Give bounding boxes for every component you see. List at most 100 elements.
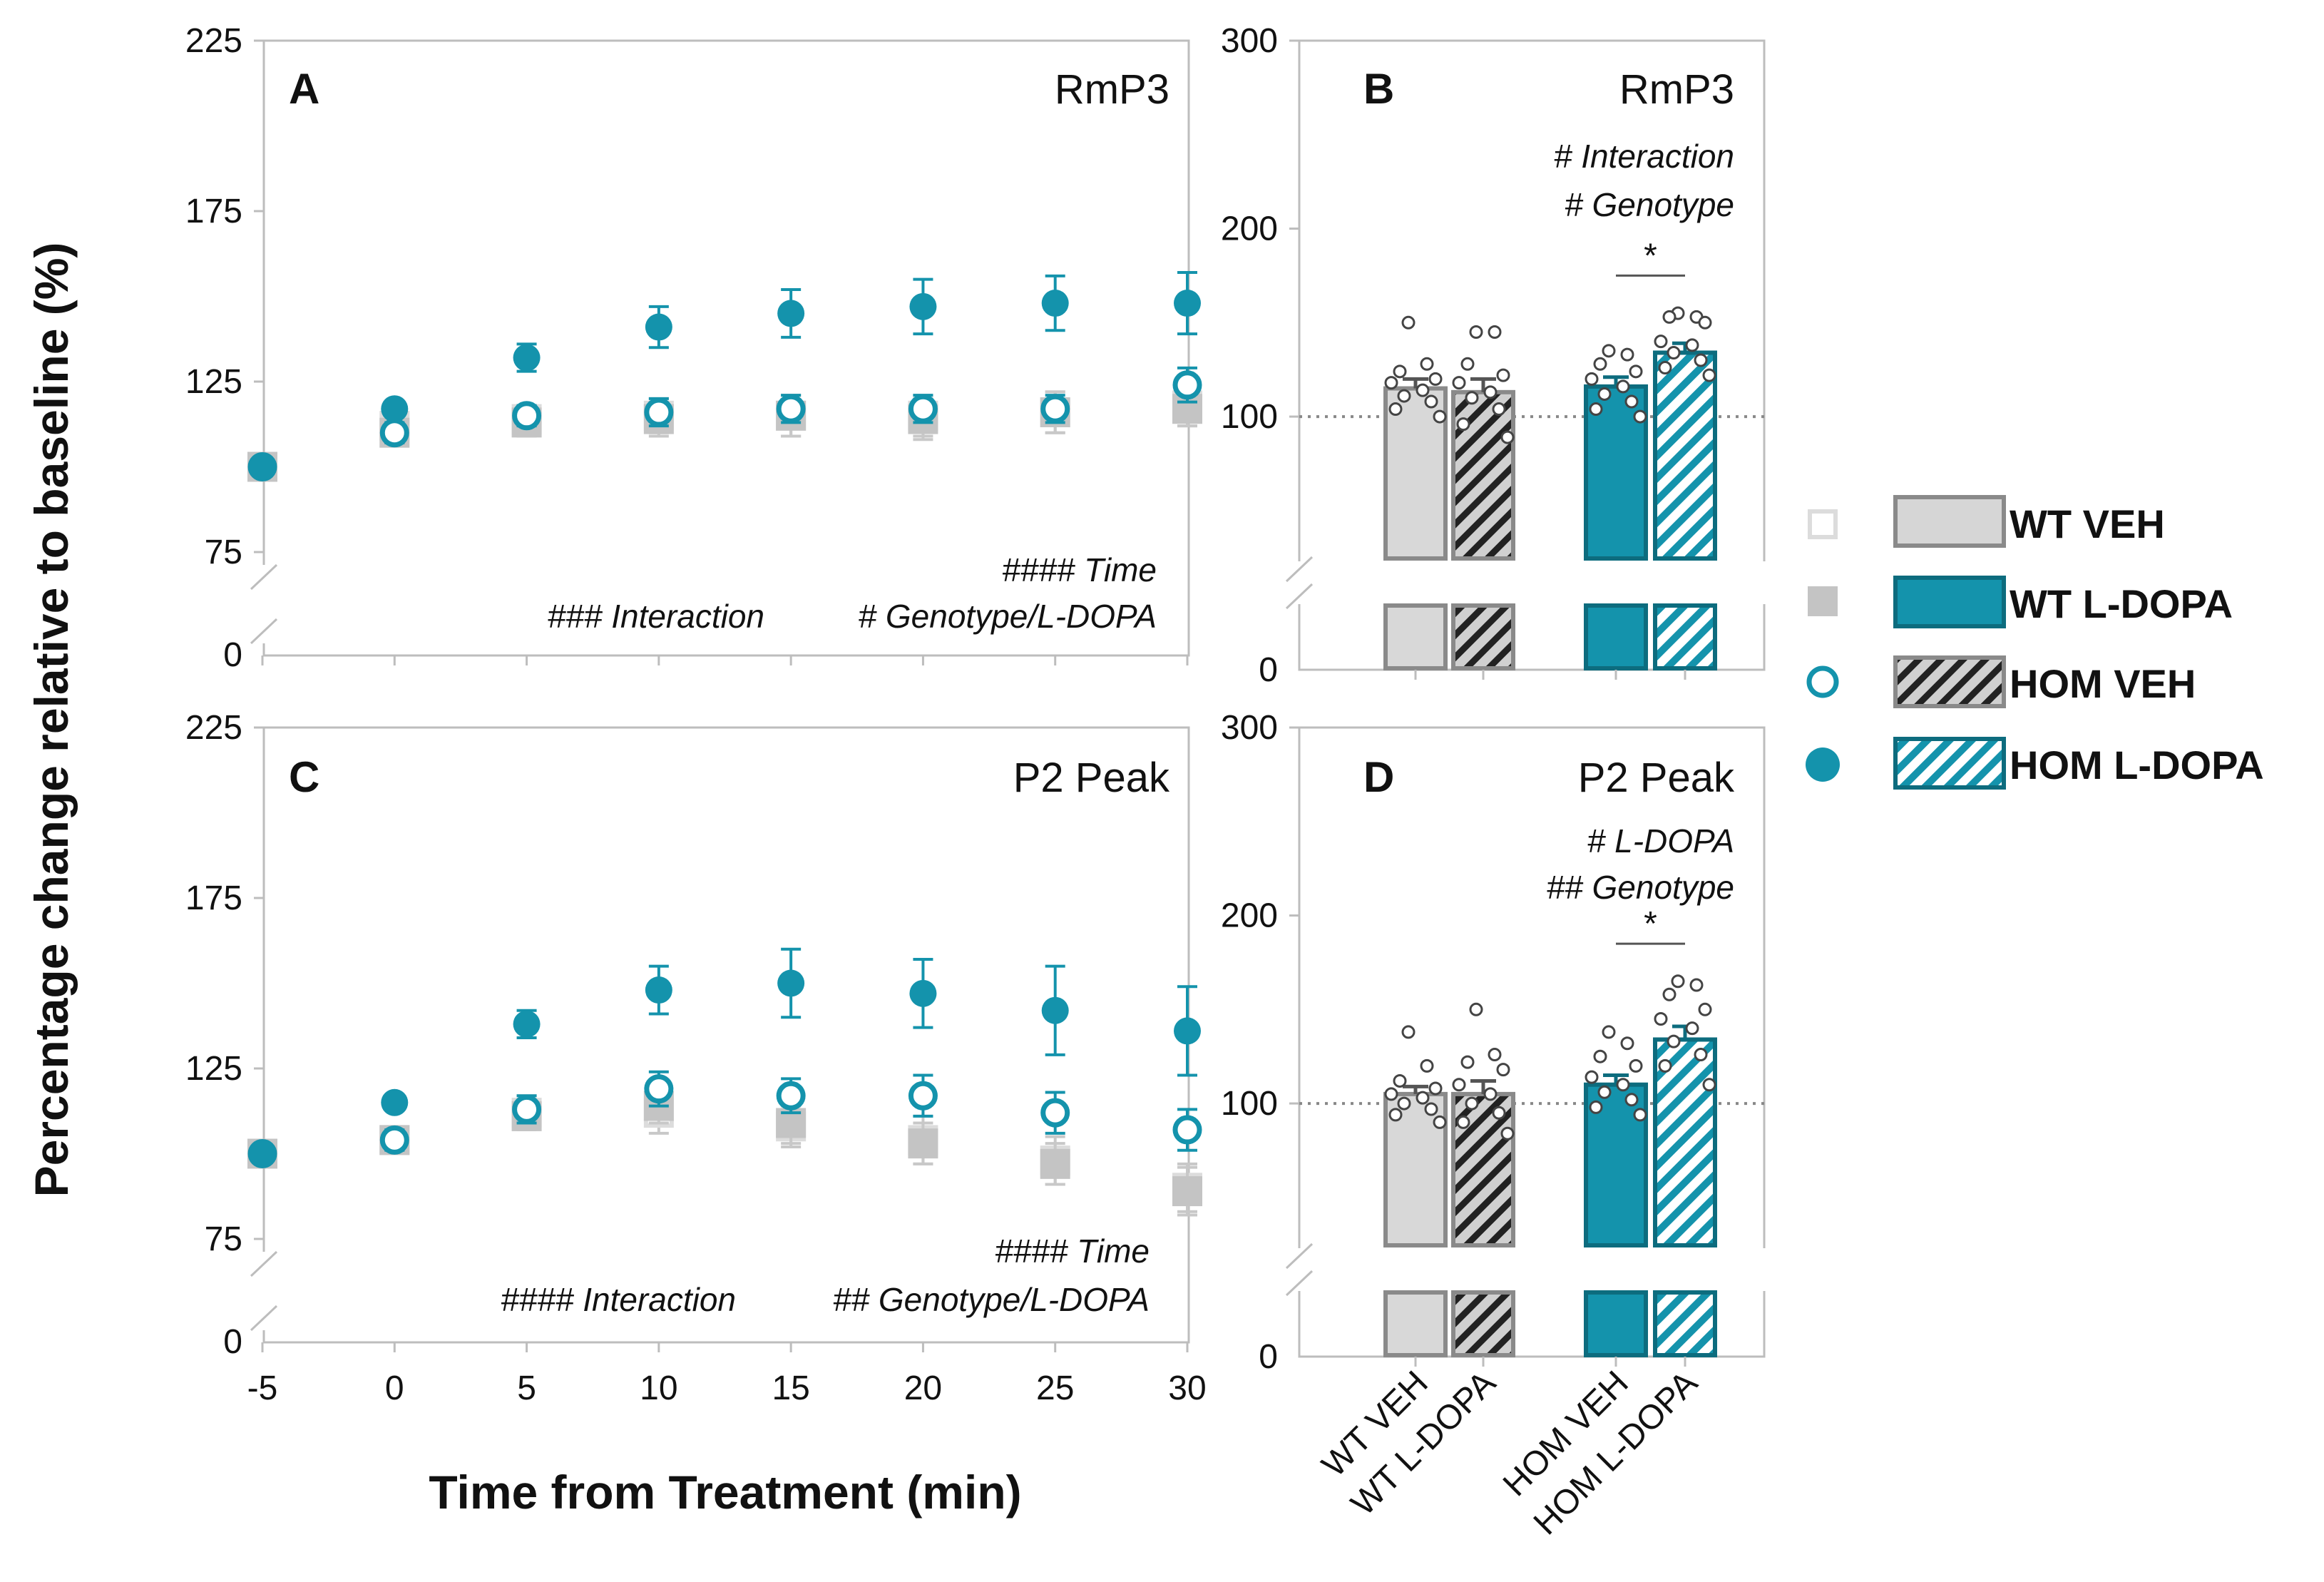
panel-b-data-point xyxy=(1616,379,1630,394)
panel-d-data-point xyxy=(1393,1073,1407,1088)
panel-a-point-open-circle xyxy=(908,394,938,424)
panel-d-data-point xyxy=(1597,1085,1612,1099)
panel-d-data-point xyxy=(1667,1034,1681,1048)
panel-d-data-point xyxy=(1698,1002,1712,1016)
panel-c-point-filled-square xyxy=(776,1108,807,1138)
panel-b-y-tick-label: 200 xyxy=(1221,210,1278,248)
panel-d-data-point xyxy=(1633,1108,1647,1122)
panel-b-data-point xyxy=(1416,383,1430,397)
panel-b-bar-lower xyxy=(1653,603,1717,670)
panel-b-frame xyxy=(1298,39,1766,671)
panel-a-point-filled-circle xyxy=(909,292,937,320)
panel-b-data-point xyxy=(1388,402,1403,417)
panel-b-data-point xyxy=(1694,353,1708,367)
panel-c-point-filled-circle xyxy=(909,979,937,1007)
panel-b-data-point xyxy=(1698,315,1712,330)
panel-d-data-point xyxy=(1397,1096,1411,1111)
panel-d-frame xyxy=(1298,726,1766,1358)
panel-c-letter: C xyxy=(289,753,319,801)
panel-d-letter: D xyxy=(1363,753,1394,801)
panel-b-axis-break-gap xyxy=(1294,561,1768,604)
panel-b-data-point xyxy=(1492,402,1506,417)
panel-d-stat-genotype: ## Genotype xyxy=(1547,869,1734,906)
panel-b-data-point xyxy=(1433,409,1447,424)
x-axis-label: Time from Treatment (min) xyxy=(429,1466,1021,1519)
panel-a-point-open-circle xyxy=(1172,370,1202,400)
panel-d-data-point xyxy=(1416,1091,1430,1105)
panel-d-data-point xyxy=(1401,1025,1416,1039)
panel-d-data-point xyxy=(1384,1087,1398,1101)
panel-d-bar-lower xyxy=(1383,1290,1448,1357)
panel-d-data-point xyxy=(1388,1108,1403,1122)
panel-d-data-point xyxy=(1585,1070,1599,1084)
panel-d-data-point xyxy=(1456,1115,1470,1129)
panel-c-point-filled-square xyxy=(1040,1148,1070,1179)
panel-a-frame xyxy=(262,39,1190,657)
panel-c-point-filled-circle xyxy=(1041,996,1069,1024)
panel-c-y-tick-label: 225 xyxy=(185,709,242,747)
panel-d-data-point xyxy=(1694,1048,1708,1062)
panel-d-data-point xyxy=(1420,1058,1434,1073)
panel-c-point-open-circle xyxy=(1040,1098,1070,1128)
panel-c-x-tick-label: 20 xyxy=(904,1369,942,1407)
panel-d-data-point xyxy=(1702,1078,1716,1092)
panel-a-y-tick-label: 175 xyxy=(185,193,242,230)
panel-b-stat-interaction: # Interaction xyxy=(1554,138,1734,175)
panel-a-point-filled-circle xyxy=(1041,290,1069,317)
panel-d-data-point xyxy=(1593,1049,1607,1063)
panel-b-data-point xyxy=(1397,389,1411,403)
panel-a-point-open-circle xyxy=(379,418,409,448)
panel-d-data-point xyxy=(1685,1021,1699,1036)
y-axis-label: Percentage change relative to baseline (… xyxy=(25,243,78,1198)
panel-d-data-point xyxy=(1620,1036,1634,1051)
panel-c-point-open-circle xyxy=(1172,1115,1202,1145)
panel-c-point-filled-circle xyxy=(513,1010,541,1038)
panel-c-point-filled-circle xyxy=(645,976,672,1004)
panel-d-y-tick-label: 300 xyxy=(1221,709,1278,747)
panel-b-data-point xyxy=(1496,368,1510,382)
panel-d-data-point xyxy=(1433,1115,1447,1129)
legend-filled-circle-symbol xyxy=(1806,747,1840,782)
panel-b-y-tick-label: 300 xyxy=(1221,22,1278,60)
panel-a-point-open-circle xyxy=(776,394,806,424)
panel-c-y-tick-label: 75 xyxy=(205,1220,242,1258)
panel-c-y-tick-label: 175 xyxy=(185,879,242,917)
panel-d-data-point xyxy=(1488,1048,1502,1062)
panel-c-point-filled-square xyxy=(908,1128,938,1159)
panel-a-point-open-circle xyxy=(512,401,542,431)
panel-b-data-point xyxy=(1460,357,1475,371)
panel-b-data-point xyxy=(1620,347,1634,362)
panel-b-data-point xyxy=(1667,345,1681,359)
panel-c-y-tick-label: 0 xyxy=(223,1323,242,1361)
panel-b-data-point xyxy=(1488,325,1502,339)
panel-b-data-point xyxy=(1384,376,1398,390)
panel-d-title: P2 Peak xyxy=(1578,755,1735,801)
legend-label-wt-veh: WT VEH xyxy=(2010,501,2165,546)
panel-b-data-point xyxy=(1424,394,1438,409)
panel-c-y-tick-label: 125 xyxy=(185,1050,242,1088)
panel-d-data-point xyxy=(1496,1063,1510,1077)
panel-b-bar-lower xyxy=(1383,603,1448,670)
panel-b-data-point xyxy=(1658,361,1672,375)
panel-a-point-filled-circle xyxy=(513,344,541,372)
panel-a-stat-interaction: ### Interaction xyxy=(548,598,764,635)
panel-c-point-open-circle xyxy=(644,1074,674,1104)
panel-a-point-filled-circle xyxy=(381,395,409,423)
legend: WT VEH WT L-DOPA HOM VEH HOM L-DOPA xyxy=(1806,495,2264,790)
panel-d-stat-ldopa: # L-DOPA xyxy=(1587,822,1734,859)
panel-b-data-point xyxy=(1662,310,1677,324)
legend-label-hom-veh: HOM VEH xyxy=(2010,661,2196,706)
panel-b-data-point xyxy=(1597,387,1612,401)
panel-b-data-point xyxy=(1456,417,1470,432)
legend-wt-ldopa-bar-swatch xyxy=(1893,576,2006,628)
panel-c-point-open-circle xyxy=(908,1081,938,1111)
panel-d-data-point xyxy=(1452,1078,1466,1092)
panel-b-bar-lower xyxy=(1451,603,1515,670)
panel-d-data-point xyxy=(1483,1087,1498,1101)
panel-c-x-tick-label: 30 xyxy=(1168,1369,1206,1407)
panel-d-significance-label: * xyxy=(1644,905,1657,943)
legend-open-circle-symbol xyxy=(1806,665,1839,698)
panel-d-y-tick-label: 100 xyxy=(1221,1085,1278,1123)
